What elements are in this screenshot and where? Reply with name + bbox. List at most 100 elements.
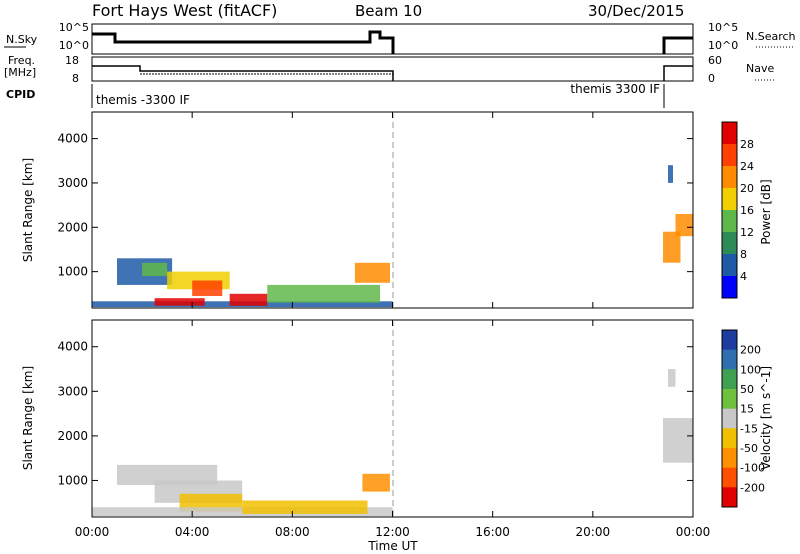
velocity-colorbar-swatch (722, 467, 737, 488)
velocity-colorbar-swatch (722, 330, 737, 351)
freq-label: Freq. (8, 54, 35, 67)
power-echo-region (267, 284, 380, 303)
velocity-colorbar-swatch (722, 487, 737, 508)
nave-tick-bottom: 0 (708, 72, 715, 85)
freq-tick-bottom: 8 (72, 72, 79, 85)
power-colorbar: 4 8 12 16 20 24 28 (721, 121, 754, 299)
power-echo-region (142, 262, 168, 277)
power-colorbar-label: Power [dB] (759, 179, 773, 244)
velocity-echo-region (362, 473, 390, 492)
cpid-label: CPID (6, 88, 35, 101)
velocity-panel: 1000 2000 3000 4000 Slant Range [km] 200 100… (21, 319, 773, 518)
freq-unit-label: [MHz] (4, 66, 36, 79)
power-colorbar-tick-label: 28 (740, 138, 754, 151)
freq-panel: Freq. [MHz] 18 8 60 0 Nave (4, 54, 775, 85)
velocity-colorbar-tick-label: -15 (740, 422, 758, 435)
beam-title: Beam 10 (355, 2, 422, 20)
velocity-colorbar-swatch (722, 369, 737, 390)
velocity-y-ticks: 1000 2000 3000 4000 (57, 340, 693, 487)
x-tick-label: 00:00 (75, 525, 110, 539)
power-colorbar-swatch (722, 188, 737, 211)
velocity-colorbar-tick-label: 15 (740, 403, 754, 416)
velocity-y-tick-label: 4000 (57, 340, 88, 354)
velocity-echo-region (179, 493, 243, 512)
power-echo-region (154, 298, 205, 306)
velocity-colorbar-label: Velocity [m s^-1] (759, 366, 773, 470)
power-colorbar-swatch (722, 210, 737, 233)
velocity-colorbar-tick-label: -100 (740, 462, 765, 475)
power-y-tick-label: 1000 (57, 265, 88, 279)
power-echo-region (668, 165, 673, 183)
power-colorbar-tick-label: 20 (740, 182, 754, 195)
velocity-colorbar-tick-label: 100 (740, 363, 761, 376)
velocity-colorbar-swatch (722, 428, 737, 449)
velocity-colorbar-tick-label: -200 (740, 481, 765, 494)
power-colorbar-swatch (722, 254, 737, 277)
velocity-colorbar-frame (721, 329, 738, 508)
x-tick-label: 16:00 (475, 525, 510, 539)
power-data-layer (92, 165, 693, 308)
velocity-echo-region (663, 418, 693, 463)
power-colorbar-tick-label: 12 (740, 226, 754, 239)
power-colorbar-tick-label: 24 (740, 160, 754, 173)
power-echo-region (663, 231, 681, 263)
velocity-y-tick-label: 3000 (57, 384, 88, 398)
velocity-colorbar-tick-label: 50 (740, 383, 754, 396)
nsky-tick-bottom: 10^0 (59, 39, 89, 52)
power-ylabel: Slant Range [km] (21, 158, 35, 262)
time-axis: 00:00 04:00 08:00 12:00 16:00 20:00 00:00 (75, 112, 710, 539)
power-y-ticks: 1000 2000 3000 4000 (57, 132, 693, 279)
nsky-line (92, 30, 693, 54)
nave-tick-top: 60 (708, 54, 722, 67)
power-echo-region (192, 280, 223, 296)
nsearch-tick-bottom: 10^0 (708, 39, 738, 52)
velocity-colorbar: 200 100 50 15 -15 -50 -100 -200 (721, 329, 765, 508)
nsearch-tick-top: 10^5 (708, 21, 738, 34)
velocity-colorbar-swatch (722, 349, 737, 370)
velocity-echo-region (242, 500, 368, 514)
power-colorbar-tick-label: 16 (740, 204, 754, 217)
x-tick-label: 20:00 (576, 525, 611, 539)
power-colorbar-tick-label: 4 (740, 270, 747, 283)
cpid-left-text: themis -3300 IF (96, 93, 190, 107)
power-y-tick-label: 4000 (57, 132, 88, 146)
station-title: Fort Hays West (fitACF) (92, 1, 277, 20)
power-y-tick-label: 3000 (57, 176, 88, 190)
velocity-echo-region (668, 369, 676, 387)
velocity-colorbar-tick-label: 200 (740, 344, 761, 357)
velocity-colorbar-tick-label: -50 (740, 442, 758, 455)
power-colorbar-swatch (722, 232, 737, 255)
x-tick-label: 12:00 (375, 525, 410, 539)
power-echo-region (675, 214, 693, 237)
cpid-row: CPID themis -3300 IF themis 3300 IF (6, 82, 665, 108)
power-colorbar-swatch (722, 122, 737, 145)
power-colorbar-swatch (722, 166, 737, 189)
power-colorbar-frame (721, 121, 738, 299)
velocity-colorbar-swatch (722, 408, 737, 429)
freq-tick-top: 18 (65, 54, 79, 67)
power-colorbar-swatch (722, 276, 737, 299)
nsearch-label: N.Search (746, 30, 796, 43)
time-axis-label: Time UT (367, 539, 418, 553)
nsky-panel: N.Sky 10^5 10^0 10^5 10^0 N.Search (4, 21, 796, 55)
x-tick-label: 04:00 (175, 525, 210, 539)
cpid-right-text: themis 3300 IF (570, 82, 660, 96)
nsky-tick-top: 10^5 (59, 21, 89, 34)
power-echo-region (354, 262, 390, 283)
power-echo-region (229, 293, 268, 306)
power-colorbar-tick-label: 8 (740, 248, 747, 261)
nave-label: Nave (746, 62, 774, 75)
velocity-echo-region (117, 464, 218, 485)
nsky-label: N.Sky (6, 33, 38, 46)
power-y-tick-label: 2000 (57, 220, 88, 234)
velocity-colorbar-swatch (722, 448, 737, 469)
velocity-ylabel: Slant Range [km] (21, 366, 35, 470)
power-panel: 1000 2000 3000 4000 Slant Range [km] 4 8 12 16… (21, 111, 773, 309)
velocity-data-layer (92, 369, 693, 517)
velocity-y-tick-label: 2000 (57, 429, 88, 443)
velocity-echo-region (92, 507, 393, 517)
velocity-colorbar-swatch (722, 389, 737, 410)
date-title: 30/Dec/2015 (588, 2, 684, 20)
power-colorbar-swatch (722, 144, 737, 167)
